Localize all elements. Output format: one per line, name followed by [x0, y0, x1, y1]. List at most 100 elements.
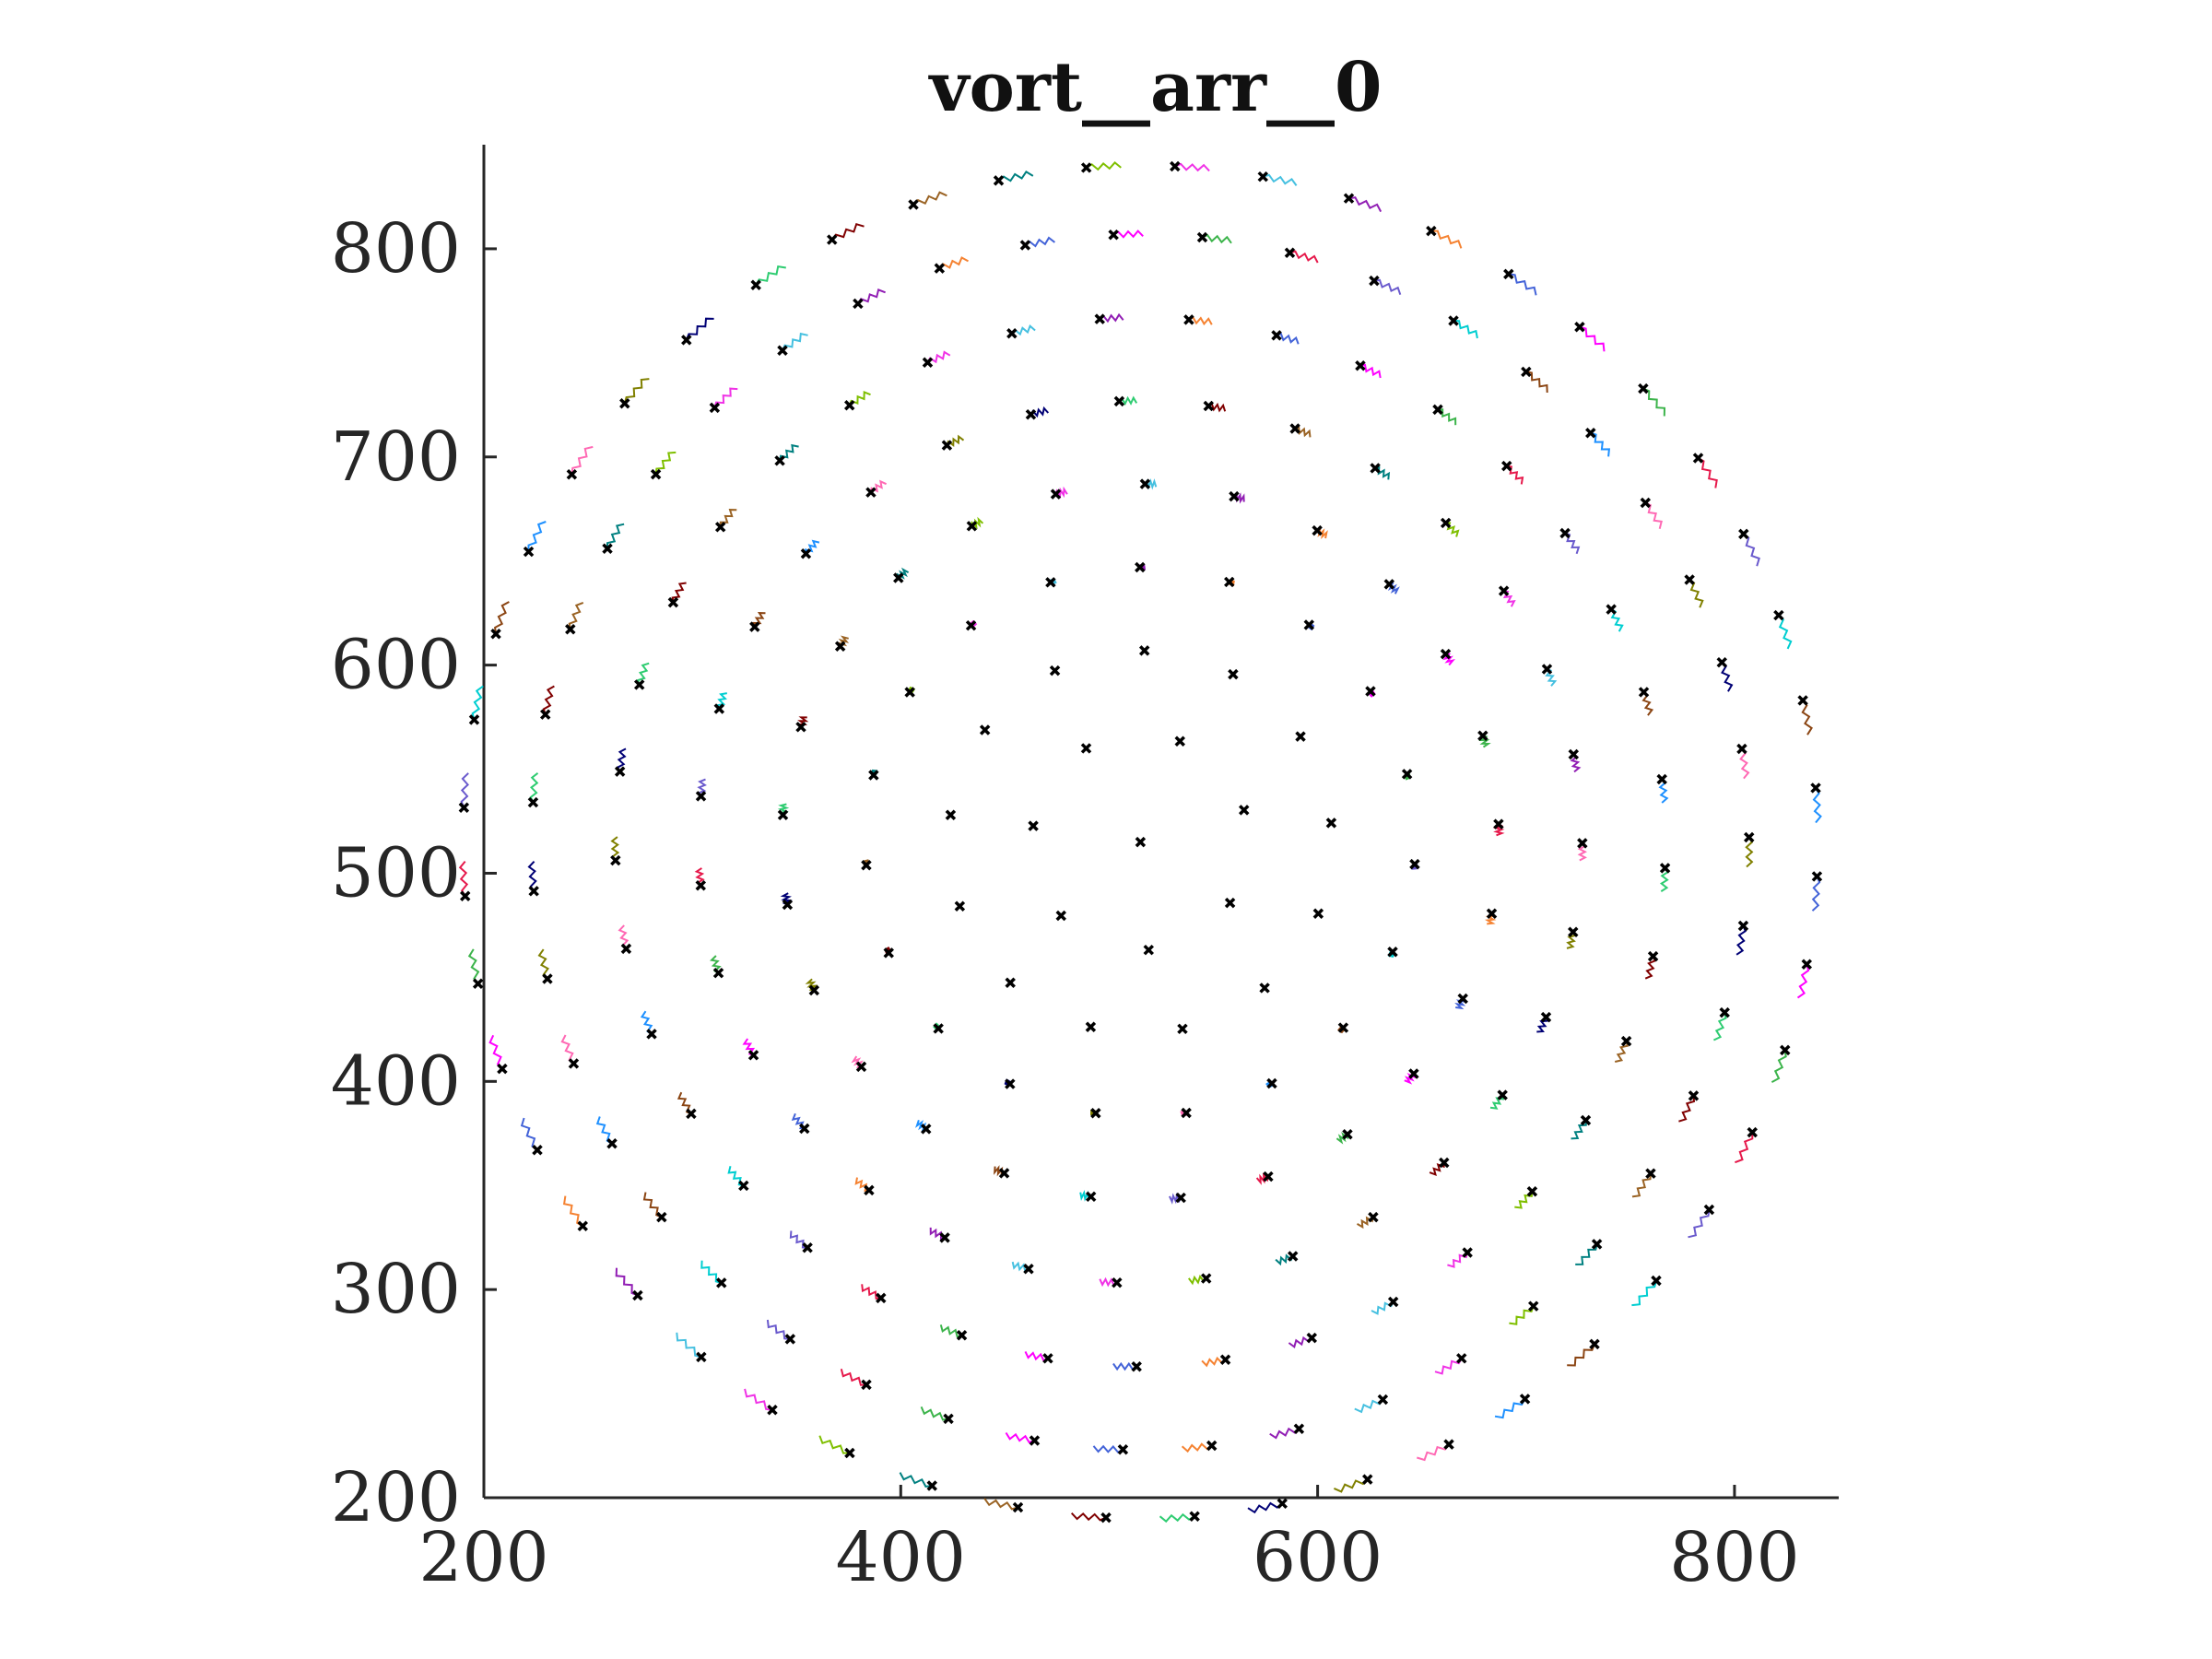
- vortex-trail: [1387, 582, 1400, 594]
- vortex-point: [1284, 247, 1296, 259]
- vortex-point: [1080, 162, 1092, 173]
- vortex-trail: [1269, 1427, 1300, 1440]
- vortex-trail: [1564, 532, 1581, 555]
- vortex-point: [566, 468, 578, 480]
- vortex-point: [1143, 944, 1155, 956]
- vortex-point: [1005, 1078, 1016, 1089]
- vortex-point: [1090, 1107, 1101, 1119]
- vortex-trail: [782, 332, 808, 351]
- vortex-trail: [529, 772, 539, 804]
- vortex-trail: [1445, 522, 1460, 537]
- vortex-point: [1377, 1394, 1389, 1406]
- vortex-point: [713, 703, 725, 714]
- vortex-trail: [1631, 1280, 1657, 1307]
- vortex-point: [1200, 1273, 1212, 1284]
- vortex-trail: [1796, 964, 1810, 999]
- vortex-trail: [560, 1034, 575, 1065]
- vortex-point: [1692, 453, 1704, 464]
- vortex-trail: [562, 1195, 583, 1228]
- vortex-point: [1337, 1022, 1349, 1033]
- vortex-point: [1113, 395, 1125, 407]
- vortex-point: [523, 546, 535, 558]
- vortex-points: [458, 160, 1823, 1524]
- vortex-point: [1440, 517, 1452, 529]
- vortex-trail: [830, 222, 865, 241]
- vortex-point: [834, 641, 846, 652]
- vortex-point: [1640, 497, 1652, 509]
- vortex-point: [1224, 576, 1235, 588]
- vortex-point: [1085, 1191, 1097, 1203]
- vortex-point: [1456, 1353, 1467, 1364]
- vortex-point: [646, 1029, 657, 1040]
- vortex-trail: [1430, 229, 1463, 249]
- vortex-trail: [1771, 1050, 1787, 1083]
- vortex-trail: [851, 1055, 864, 1068]
- vortex-trail: [1506, 465, 1524, 485]
- vortex-point: [774, 455, 785, 466]
- vortex-trail: [971, 516, 984, 530]
- vortex-trail: [713, 387, 738, 408]
- vortex-point: [800, 548, 812, 559]
- vortex-point: [667, 596, 679, 608]
- vortex-point: [1049, 665, 1061, 677]
- vortex-trail: [1276, 332, 1300, 345]
- vortex-point: [908, 199, 919, 210]
- vortex-point: [1224, 897, 1236, 909]
- vortex-point: [497, 1063, 508, 1075]
- vortex-point: [827, 234, 838, 245]
- vortex-point: [1138, 645, 1150, 656]
- vortex-trail: [1359, 363, 1382, 379]
- vortex-point: [876, 1292, 887, 1304]
- vortex-trail: [1631, 1173, 1652, 1198]
- vortex-trail: [1721, 661, 1734, 692]
- vortex-point: [1174, 735, 1185, 747]
- vortex-point: [1443, 1439, 1454, 1450]
- vortex-point: [633, 679, 645, 690]
- vortex-point: [459, 890, 471, 901]
- vortex-trail: [1614, 1041, 1630, 1063]
- vortex-trail: [1688, 1209, 1711, 1239]
- vortex-point: [468, 714, 480, 725]
- vortex-trail: [1335, 1132, 1349, 1145]
- vortex-point: [716, 1277, 727, 1288]
- vortex-point: [926, 1480, 938, 1491]
- vortex-point: [1181, 1107, 1192, 1119]
- vortex-point: [602, 543, 613, 555]
- vortex-trail: [1373, 278, 1402, 296]
- vortex-point: [1170, 160, 1181, 172]
- vortex-point: [1183, 314, 1194, 325]
- vortex-point: [528, 886, 539, 897]
- vortex-point: [1559, 527, 1571, 539]
- vortex-point: [1259, 982, 1270, 994]
- vortex-trail: [805, 539, 820, 554]
- vortex-point: [1462, 1247, 1473, 1258]
- vortex-point: [1135, 836, 1147, 848]
- vortex-point: [1365, 686, 1376, 697]
- vortex-point: [1811, 871, 1823, 882]
- vortex-point: [943, 1413, 954, 1425]
- vortex-point: [1238, 805, 1250, 816]
- vortex-point: [1370, 463, 1381, 474]
- vortex-point: [1312, 524, 1323, 536]
- vortex-point: [1401, 769, 1413, 780]
- vortex-point: [650, 468, 662, 480]
- vortex-point: [1325, 818, 1337, 829]
- vortex-point: [1688, 1090, 1700, 1101]
- x-tick-label: 600: [1253, 1518, 1382, 1597]
- vortex-trail: [1525, 371, 1548, 394]
- vortex-point: [1271, 330, 1282, 341]
- vortex-point: [712, 967, 724, 979]
- vortex-trail: [700, 1260, 722, 1284]
- vortex-trail: [1575, 1243, 1598, 1265]
- vortex-point: [1503, 268, 1514, 280]
- vortex-trail: [1263, 173, 1298, 186]
- vortex-point: [1383, 579, 1395, 590]
- vortex-trail: [1567, 1343, 1595, 1367]
- vortex-trail: [520, 1117, 538, 1151]
- vortex-point: [979, 724, 991, 735]
- vortex-point: [1521, 366, 1532, 378]
- vortex-point: [1797, 695, 1808, 706]
- vortex-point: [747, 1050, 759, 1061]
- vortex-trail: [929, 1227, 946, 1241]
- vortex-point: [1012, 1501, 1024, 1513]
